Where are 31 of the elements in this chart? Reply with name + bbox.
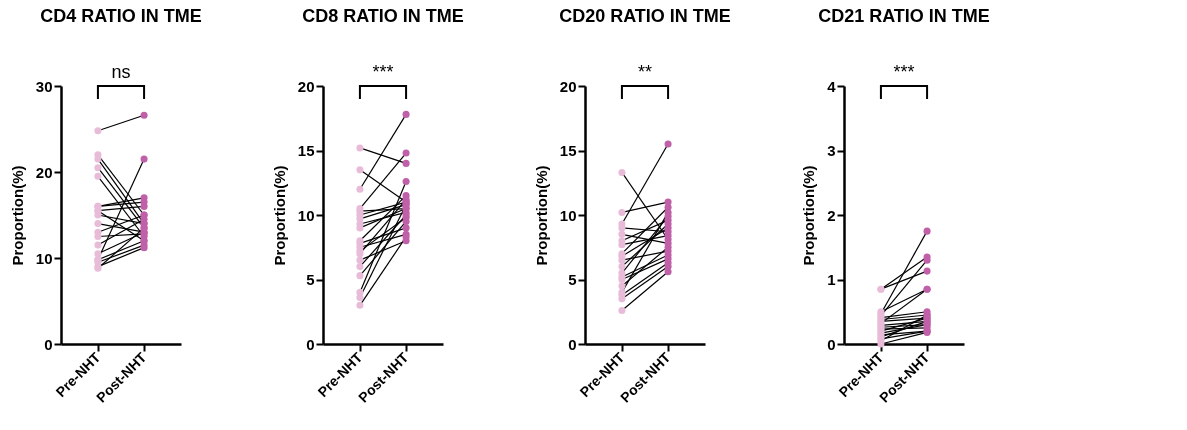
y-tick-label: 20 [297,77,315,95]
y-tick-label: 15 [297,142,315,159]
y-tick-label: 20 [35,163,53,181]
chart-title: CD8 RATIO IN TME [302,6,464,26]
y-tick-label: 15 [559,142,577,159]
y-tick-label: 10 [35,249,53,267]
y-tick-label: 30 [35,77,53,95]
y-tick-label: 4 [827,77,837,95]
text: ns [111,62,131,82]
y-tick-label: 5 [306,271,315,288]
y-tick-label: 10 [559,206,577,224]
y-tick-label: 20 [559,77,577,95]
text: *** [893,62,915,82]
y-tick-label: 0 [568,335,577,353]
chart-title: CD20 RATIO IN TME [559,6,731,26]
y-tick-label: 3 [827,142,836,159]
y-tick-label: 5 [568,271,577,288]
y-axis-title: Proportion(%) [800,165,818,266]
chart-title: CD21 RATIO IN TME [818,6,990,26]
y-axis-title: Proportion(%) [532,165,550,266]
y-axis-title: Proportion(%) [270,165,288,266]
y-tick-label: 0 [827,335,836,353]
y-tick-label: 1 [827,271,836,288]
text: *** [372,62,394,82]
y-tick-label: 0 [306,335,315,353]
y-axis-title: Proportion(%) [8,165,26,266]
y-tick-label: 10 [297,206,315,224]
text: ** [637,62,653,82]
chart-title: CD4 RATIO IN TME [40,6,202,26]
y-tick-label: 2 [827,206,836,224]
y-tick-label: 0 [44,335,53,353]
